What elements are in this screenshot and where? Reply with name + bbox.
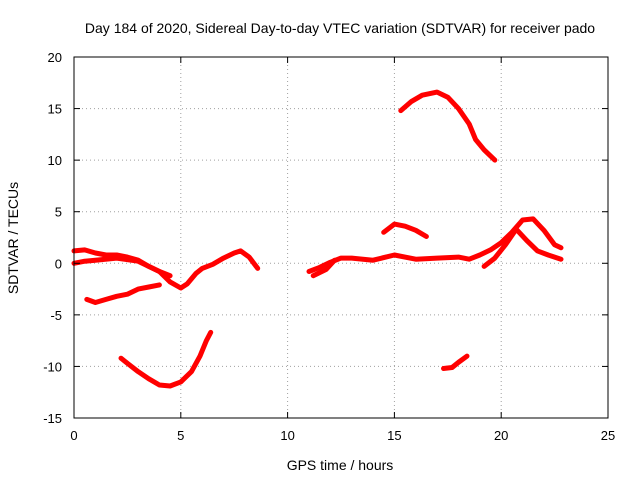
y-tick-label: 15 [48,102,62,117]
y-tick-label: -5 [50,308,62,323]
y-axis-label: SDTVAR / TECUs [5,182,21,294]
y-tick-label: 0 [55,256,62,271]
series-arc-5 [306,216,564,274]
grid-lines [74,57,608,418]
x-tick-label: 25 [601,428,615,443]
y-tick-label: 10 [48,153,62,168]
y-tick-label: 20 [48,50,62,65]
y-tick-label: -15 [43,411,62,426]
series-arc-2 [71,255,173,279]
x-tick-label: 20 [494,428,508,443]
series-arc-4 [118,329,214,389]
series-arc-3 [84,282,162,305]
x-tick-label: 10 [280,428,294,443]
series-arc-9 [441,353,470,371]
y-tick-label: 5 [55,205,62,220]
x-axis-label: GPS time / hours [287,457,394,473]
series-arc-6 [310,257,338,279]
y-tick-label: -10 [43,359,62,374]
x-tick-label: 5 [177,428,184,443]
series-arc-8 [381,221,429,239]
chart-title: Day 184 of 2020, Sidereal Day-to-day VTE… [85,20,595,36]
series-arc-7 [398,89,498,163]
data-series [71,89,564,389]
plot-frame [73,56,609,419]
x-tick-label: 15 [387,428,401,443]
series-arc-10 [481,226,564,269]
axis-ticks [73,56,609,419]
series-arc-1 [71,247,261,291]
x-tick-label: 0 [70,428,77,443]
